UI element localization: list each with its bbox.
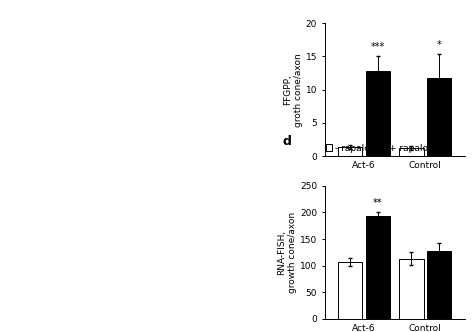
Bar [399, 259, 424, 319]
Bar [338, 262, 362, 319]
Bar [427, 251, 451, 319]
Bar [427, 78, 451, 156]
Bar [399, 148, 424, 156]
Y-axis label: RNA-FISH,
growth cone/axon: RNA-FISH, growth cone/axon [278, 212, 297, 293]
Text: ***: *** [371, 42, 385, 52]
Y-axis label: FFGPP,
groth cone/axon: FFGPP, groth cone/axon [283, 53, 303, 126]
Bar [365, 216, 390, 319]
Bar [365, 71, 390, 156]
Bar [338, 147, 362, 156]
Text: **: ** [373, 198, 383, 208]
Text: d: d [283, 135, 292, 148]
Legend: - rapalog, + rapalog: - rapalog, + rapalog [322, 140, 437, 156]
Text: *: * [437, 41, 442, 50]
